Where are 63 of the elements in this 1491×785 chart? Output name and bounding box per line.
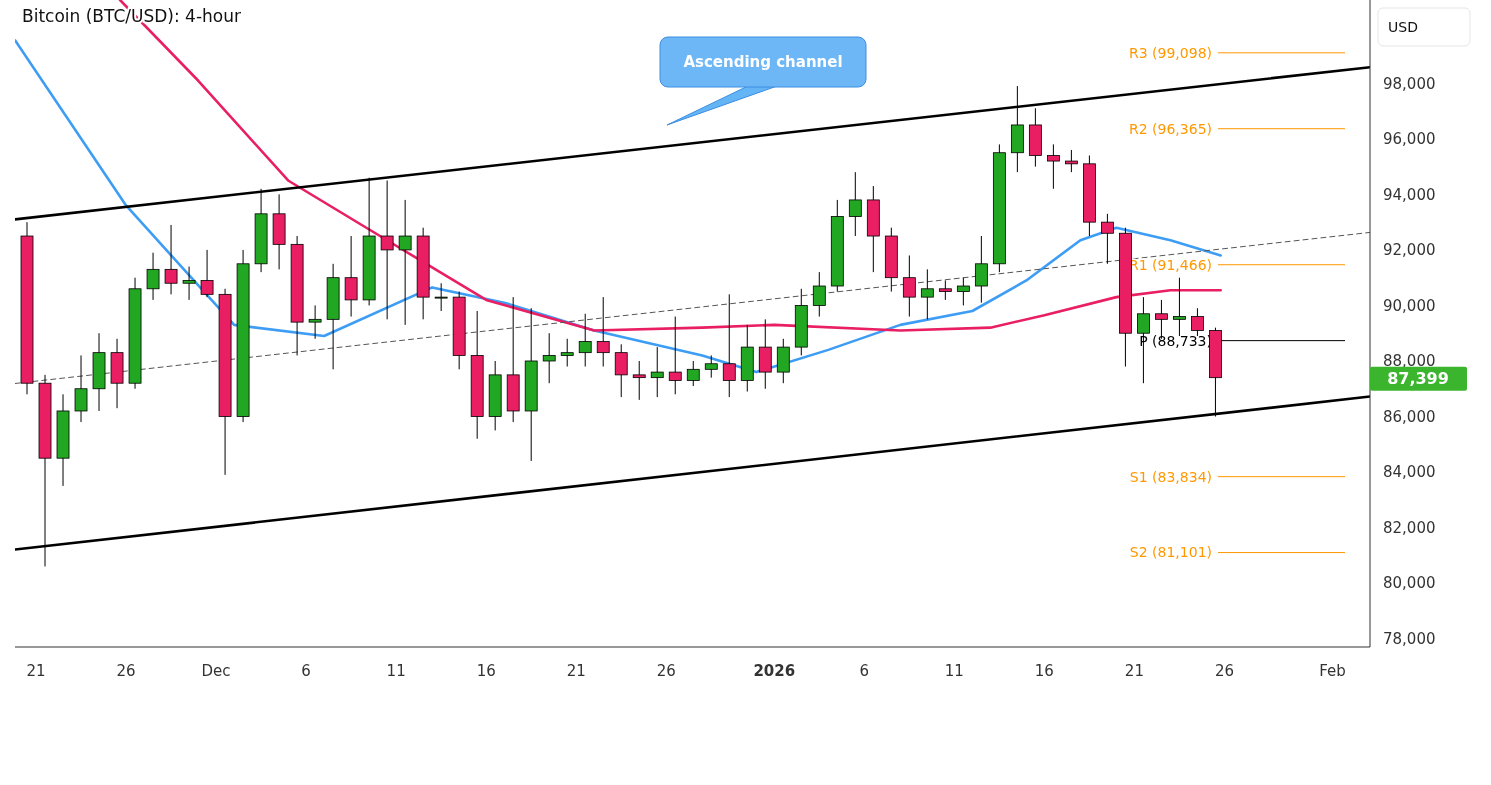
candlestick [920, 268, 934, 320]
candlestick [200, 249, 214, 298]
candlestick [938, 279, 952, 301]
x-tick-label: 11 [944, 662, 964, 680]
ref-line-label: R3 (99,098) [1129, 44, 1212, 61]
x-tick-label: 21 [1124, 662, 1144, 680]
y-tick-label: 98,000 [1383, 74, 1436, 93]
y-axis-title: USD [1388, 18, 1418, 35]
candlestick [614, 343, 628, 398]
y-tick-label: 92,000 [1383, 241, 1436, 260]
candlestick [632, 360, 646, 401]
text: 87,399 [1387, 369, 1449, 389]
x-tick-label: 26 [116, 662, 136, 680]
candlestick [308, 304, 322, 340]
y-tick-label: 94,000 [1383, 185, 1436, 204]
candlestick [344, 235, 358, 318]
candlestick [956, 277, 970, 306]
x-tick-label: 21 [26, 662, 46, 680]
candlestick [974, 235, 988, 304]
candlestick [398, 199, 412, 326]
candlestick [1046, 143, 1060, 190]
y-tick-label: 96,000 [1383, 130, 1436, 149]
candlestick [686, 360, 700, 387]
y-tick-label: 90,000 [1383, 296, 1436, 315]
y-tick-label: 80,000 [1383, 574, 1436, 593]
y-tick-label: 88,000 [1383, 352, 1436, 371]
candlestick [1101, 213, 1114, 265]
candlestick [1173, 277, 1186, 337]
candlestick [74, 354, 88, 423]
candlestick [1137, 296, 1150, 384]
x-tick-label: Dec [201, 662, 231, 680]
x-tick-label: Feb [1319, 662, 1346, 680]
x-tick-label: 26 [1214, 662, 1234, 680]
x-tick-label: 21 [566, 662, 586, 680]
x-tick-label: 11 [386, 662, 406, 680]
candlestick [578, 313, 592, 368]
ref-line-label: S2 (81,101) [1129, 544, 1212, 561]
x-tick-label: 6 [859, 662, 870, 680]
candlestick [1191, 307, 1204, 337]
candlestick [650, 346, 664, 398]
candlestick [1064, 149, 1078, 173]
y-tick-label: 82,000 [1383, 518, 1436, 537]
x-tick-label: 2026 [753, 662, 796, 680]
candlestick [542, 332, 556, 384]
annotation: Ascending channel [683, 53, 843, 72]
y-tick-label: 84,000 [1383, 463, 1436, 482]
x-tick-label: 6 [301, 662, 311, 680]
candlestick [560, 338, 574, 368]
x-tick-label: 16 [476, 662, 496, 680]
x-tick-label: 26 [656, 662, 676, 680]
candlestick [902, 254, 916, 318]
candlestick [146, 252, 160, 301]
ref-line-label: R2 (96,365) [1129, 120, 1212, 137]
candlestick [704, 354, 718, 379]
x-tick-label: 16 [1034, 662, 1054, 680]
y-tick-label: 78,000 [1383, 629, 1436, 648]
candlestick [812, 271, 826, 318]
ref-line-label: S1 (83,834) [1129, 468, 1212, 485]
candlestick [434, 282, 448, 312]
candlestick [848, 171, 862, 237]
candlestick [182, 266, 196, 301]
candlestick [164, 224, 178, 295]
y-tick-label: 86,000 [1383, 407, 1436, 426]
